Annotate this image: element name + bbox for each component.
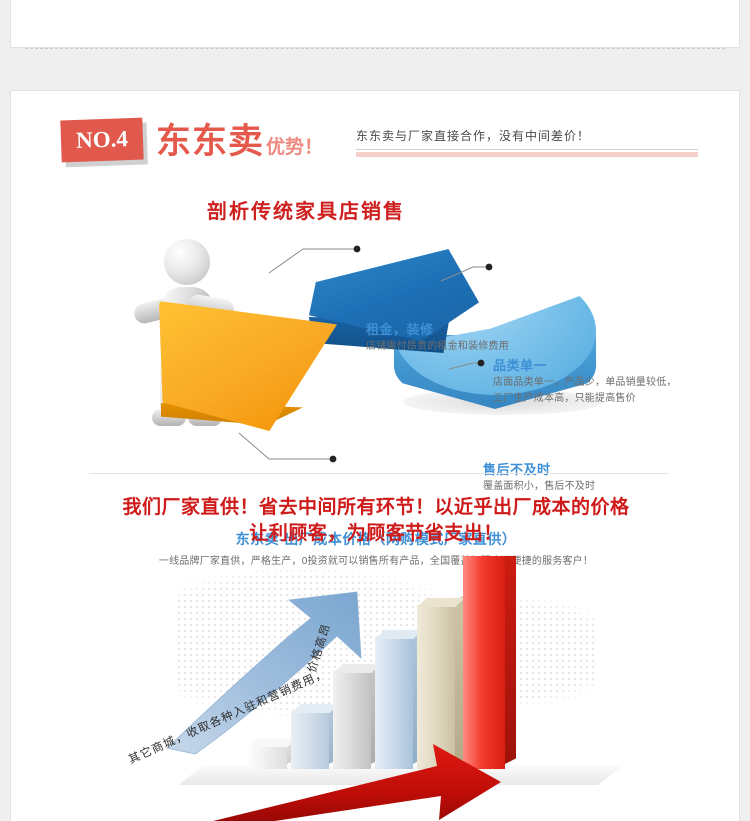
red-forward-arrow-icon [213, 744, 501, 821]
section-title-main: 东东卖 [156, 122, 265, 161]
rising-trend-arrow-icon [166, 591, 362, 755]
section-header: NO.4 东东卖 优势！ 东东卖与厂家直接合作，没有中间差价！ [11, 109, 741, 173]
bar-4 [375, 626, 424, 769]
bar-3 [333, 660, 382, 769]
annotation-rent-heading: 租金，装修 [366, 322, 434, 337]
bar-chart-bars [11, 556, 741, 821]
annotation-after-sales-body: 覆盖面积小，售后不及时 [483, 481, 596, 493]
pie-chart-illustration [11, 221, 741, 471]
bar-5-front [417, 605, 455, 769]
brand-logo-strip: ifree 发睿 木匠大师 AISHN 爱尚妮 富象美佳 FUJIAMEIJIA [11, 0, 741, 2]
annotation-category: 品类单一 店面品类单一，产品少，单品销量较低， 工厂生产成本高，只能提高售价 [493, 357, 708, 406]
brand-logos-card: ifree 发睿 木匠大师 AISHN 爱尚妮 富象美佳 FUJIAMEIJIA [10, 0, 741, 49]
bar-1 [249, 734, 298, 769]
note-rule-thick [356, 152, 698, 157]
annotation-highlight: 东东卖-出厂成本价格（网购模式厂家直供） 一线品牌厂家直供，严格生产，0投资就可… [11, 529, 741, 567]
mannequin-head [164, 239, 210, 285]
bar-3-front [333, 671, 371, 769]
section-title-suffix: 优势！ [266, 137, 324, 158]
annotation-rent: 租金，装修 店铺需付昂贵的租金和装修费用 [366, 321, 596, 355]
advantage-card: NO.4 东东卖 优势！ 东东卖与厂家直接合作，没有中间差价！ 剖析传统家具店销… [10, 90, 740, 821]
annotation-after-sales-heading: 售后不及时 [483, 462, 551, 477]
section-divider [89, 473, 669, 474]
bar-chart-illustration: 其它商城，收取各种入驻和营销费用， 价格高昂 [11, 556, 741, 821]
section-header-note-text: 东东卖与厂家直接合作，没有中间差价！ [356, 129, 591, 143]
note-rule-thin [356, 149, 698, 150]
bar-6-side [505, 556, 516, 764]
dotted-divider [25, 48, 725, 49]
promo-headline-line2: 让利顾客，为顾客节省支出！ [249, 522, 503, 544]
bar-1-front [249, 745, 287, 769]
bar-2-front [291, 711, 329, 769]
annotation-after-sales: 售后不及时 覆盖面积小，售后不及时 [483, 461, 698, 495]
bar-6-front [463, 556, 505, 769]
pie-chart-title: 剖析传统家具店销售 [11, 195, 741, 224]
annotation-highlight-heading: 东东卖-出厂成本价格（网购模式厂家直供） [235, 531, 517, 547]
promo-headline: 我们厂家直供！省去中间所有环节！以近乎出厂成本的价格 让利顾客，为顾客节省支出！ [11, 495, 741, 546]
annotation-category-body-line1: 店面品类单一，产品少，单品销量较低， [493, 377, 677, 389]
annotation-rent-body: 店铺需付昂贵的租金和装修费用 [366, 341, 509, 353]
promo-headline-line1: 我们厂家直供！省去中间所有环节！以近乎出厂成本的价格 [122, 497, 630, 518]
section-title: 东东卖 优势！ [156, 113, 323, 164]
section-header-note: 东东卖与厂家直接合作，没有中间差价！ [356, 127, 706, 157]
bar-2 [291, 700, 340, 769]
section-number-label: NO.4 [75, 126, 129, 153]
bar-6-highlight [463, 556, 516, 769]
annotation-highlight-body: 一线品牌厂家直供，严格生产，0投资就可以销售所有产品，全国覆盖加盟店更便捷的服务… [158, 556, 594, 567]
bar-5 [417, 594, 466, 769]
pie-chart-title-text: 剖析传统家具店销售 [207, 201, 405, 223]
annotation-category-body-line2: 工厂生产成本高，只能提高售价 [493, 392, 636, 404]
annotation-category-heading: 品类单一 [493, 358, 548, 373]
bar-4-front [375, 637, 413, 769]
section-number-badge: NO.4 [60, 117, 144, 163]
